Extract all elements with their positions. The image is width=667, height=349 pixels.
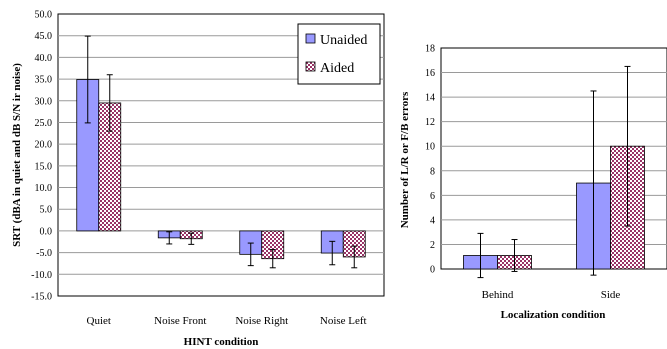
- localization-x-category-label: Side: [601, 289, 621, 301]
- hint-y-tick-label: 10.0: [35, 183, 53, 194]
- hint-y-tick-label: 20.0: [35, 140, 53, 151]
- legend-label-aided: Aided: [320, 61, 354, 76]
- hint-y-tick-label: 5.0: [40, 205, 53, 216]
- localization-y-tick-label: 12: [425, 117, 435, 128]
- localization-chart: 18 16 14 12 10 8 6 4 2 0 Behind Side Localization …: [399, 44, 667, 321]
- hint-error-bar-unaided: [247, 242, 254, 267]
- hint-y-tick-label: 35.0: [35, 75, 53, 86]
- legend: Unaided Aided: [297, 23, 381, 85]
- hint-bars: [76, 79, 366, 260]
- localization-y-tick-label: 14: [425, 93, 435, 104]
- hint-error-bar-unaided: [329, 240, 336, 266]
- localization-error-bar-unaided: [590, 90, 597, 276]
- localization-y-tick-label: 16: [425, 68, 435, 79]
- hint-y-tick-label: -5.0: [36, 248, 52, 259]
- hint-error-bar-unaided: [166, 231, 173, 245]
- localization-error-bar-aided: [624, 65, 631, 227]
- localization-y-tick-label: 18: [425, 44, 435, 55]
- localization-y-tick-label: 0: [430, 265, 435, 276]
- localization-error-bar-unaided: [477, 232, 484, 279]
- hint-chart: 50.0 45.0 40.0 35.0 30.0 25.0 20.0 15.0 10.0 5.0 0…: [11, 10, 385, 348]
- hint-y-tick-label: 40.0: [35, 53, 53, 64]
- hint-error-bar-aided: [106, 74, 113, 132]
- hint-x-category-label: Noise Right: [235, 315, 288, 327]
- legend-label-unaided: Unaided: [320, 33, 367, 48]
- localization-x-categories: Behind Side: [482, 289, 621, 301]
- hint-y-tick-label: 0.0: [40, 226, 53, 237]
- hint-y-ticks: 50.0 45.0 40.0 35.0 30.0 25.0 20.0 15.0 10.0 5.0 0…: [31, 10, 52, 303]
- localization-x-category-label: Behind: [482, 289, 514, 301]
- localization-y-tick-label: 10: [425, 142, 435, 153]
- hint-y-axis-title: SRT (dBA in quiet and dB S/N ir noise): [11, 63, 23, 247]
- hint-error-bars: [84, 35, 358, 269]
- localization-y-tick-label: 8: [430, 166, 435, 177]
- hint-x-category-label: Quiet: [87, 315, 111, 327]
- hint-x-axis-title: HINT condition: [184, 336, 259, 348]
- localization-y-tick-label: 4: [430, 215, 435, 226]
- hint-x-category-label: Noise Front: [154, 315, 206, 327]
- localization-y-axis-title: Number of L/R or F/B errors: [399, 91, 411, 228]
- legend-swatch-aided: [305, 61, 316, 72]
- legend-swatch-unaided: [305, 33, 316, 44]
- hint-error-bar-aided: [269, 249, 276, 269]
- localization-x-axis-title: Localization condition: [501, 309, 606, 321]
- hint-y-tick-label: 30.0: [35, 96, 53, 107]
- hint-y-tick-label: -10.0: [31, 270, 52, 281]
- localization-error-bars: [477, 65, 631, 279]
- hint-y-tick-label: 50.0: [35, 10, 53, 21]
- hint-error-bar-aided: [351, 245, 358, 269]
- hint-error-bar-aided: [188, 232, 195, 245]
- hint-y-tick-label: 25.0: [35, 118, 53, 129]
- hint-y-tick-label: 45.0: [35, 31, 53, 42]
- hint-y-tick-label: 15.0: [35, 161, 53, 172]
- hint-x-categories: Quiet Noise Front Noise Right Noise Left: [87, 315, 367, 327]
- hint-y-tick-label: -15.0: [31, 292, 52, 303]
- hint-error-bar-unaided: [84, 35, 91, 124]
- localization-error-bar-aided: [511, 239, 518, 272]
- hint-x-category-label: Noise Left: [320, 315, 367, 327]
- localization-y-ticks: 18 16 14 12 10 8 6 4 2 0: [425, 44, 435, 276]
- localization-y-tick-label: 6: [430, 191, 435, 202]
- localization-y-tick-label: 2: [430, 240, 435, 251]
